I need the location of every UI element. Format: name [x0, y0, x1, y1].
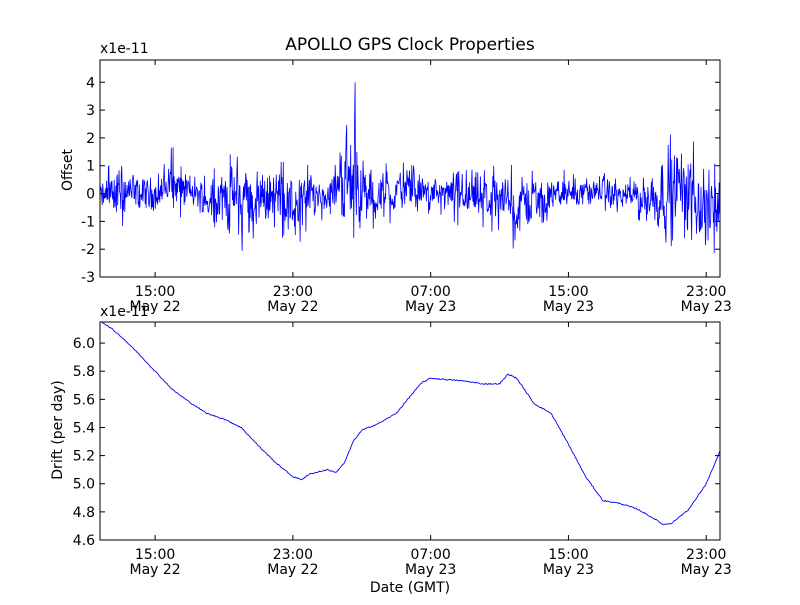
drift-xtick-date-label: May 23	[543, 562, 594, 578]
offset-xtick-time-label: 15:00	[135, 284, 175, 300]
offset-xtick-time-label: 23:00	[273, 284, 313, 300]
offset-xtick-date-label: May 22	[130, 299, 181, 315]
offset-ytick-label: 2	[86, 131, 95, 147]
offset-xtick-date-label: May 23	[681, 299, 732, 315]
offset-ytick-label: -2	[81, 242, 95, 258]
offset-xtick-date-label: May 23	[405, 299, 456, 315]
drift-series-line	[101, 322, 720, 525]
offset-xtick-date-label: May 22	[267, 299, 318, 315]
offset-ytick-label: -3	[81, 270, 95, 286]
offset-series-line	[100, 82, 720, 253]
offset-xtick-time-label: 23:00	[686, 284, 726, 300]
drift-ytick-label: 5.0	[73, 477, 95, 493]
chart-title: APOLLO GPS Clock Properties	[285, 35, 535, 55]
drift-xtick-date-label: May 22	[130, 562, 181, 578]
offset-ytick-label: 4	[86, 75, 95, 91]
drift-xtick-time-label: 15:00	[548, 547, 588, 563]
drift-ytick-label: 5.4	[73, 420, 95, 436]
drift-xtick-date-label: May 22	[267, 562, 318, 578]
offset-plot-frame	[99, 59, 721, 278]
drift-plot-frame	[99, 321, 721, 541]
drift-ytick-label: 4.6	[73, 533, 95, 549]
drift-scale-label: x1e-11	[100, 304, 149, 320]
drift-xtick-date-label: May 23	[405, 562, 456, 578]
drift-ytick-label: 5.8	[73, 364, 95, 380]
offset-scale-label: x1e-11	[100, 41, 149, 57]
offset-ytick-label: 1	[86, 159, 95, 175]
drift-xtick-time-label: 07:00	[410, 547, 450, 563]
drift-ytick-label: 6.0	[73, 336, 95, 352]
offset-ytick-label: 0	[86, 187, 95, 203]
offset-xtick-date-label: May 23	[543, 299, 594, 315]
drift-ytick-label: 5.6	[73, 392, 95, 408]
x-axis-label: Date (GMT)	[370, 580, 450, 596]
drift-xtick-time-label: 23:00	[686, 547, 726, 563]
drift-y-axis-label: Drift (per day)	[50, 380, 66, 479]
drift-xtick-date-label: May 23	[681, 562, 732, 578]
drift-ytick-label: 4.8	[73, 505, 95, 521]
offset-y-axis-label: Offset	[60, 148, 76, 191]
drift-axes: x1e-11 Drift (per day) 4.6 4.8 5.0 5.2 5.4 5.…	[50, 304, 732, 578]
offset-xtick-time-label: 07:00	[410, 284, 450, 300]
drift-ytick-label: 5.2	[73, 449, 95, 465]
drift-xtick-time-label: 23:00	[273, 547, 313, 563]
offset-ytick-label: -1	[81, 214, 95, 230]
offset-xtick-time-label: 15:00	[548, 284, 588, 300]
offset-ytick-label: 3	[86, 103, 95, 119]
drift-xtick-time-label: 15:00	[135, 547, 175, 563]
